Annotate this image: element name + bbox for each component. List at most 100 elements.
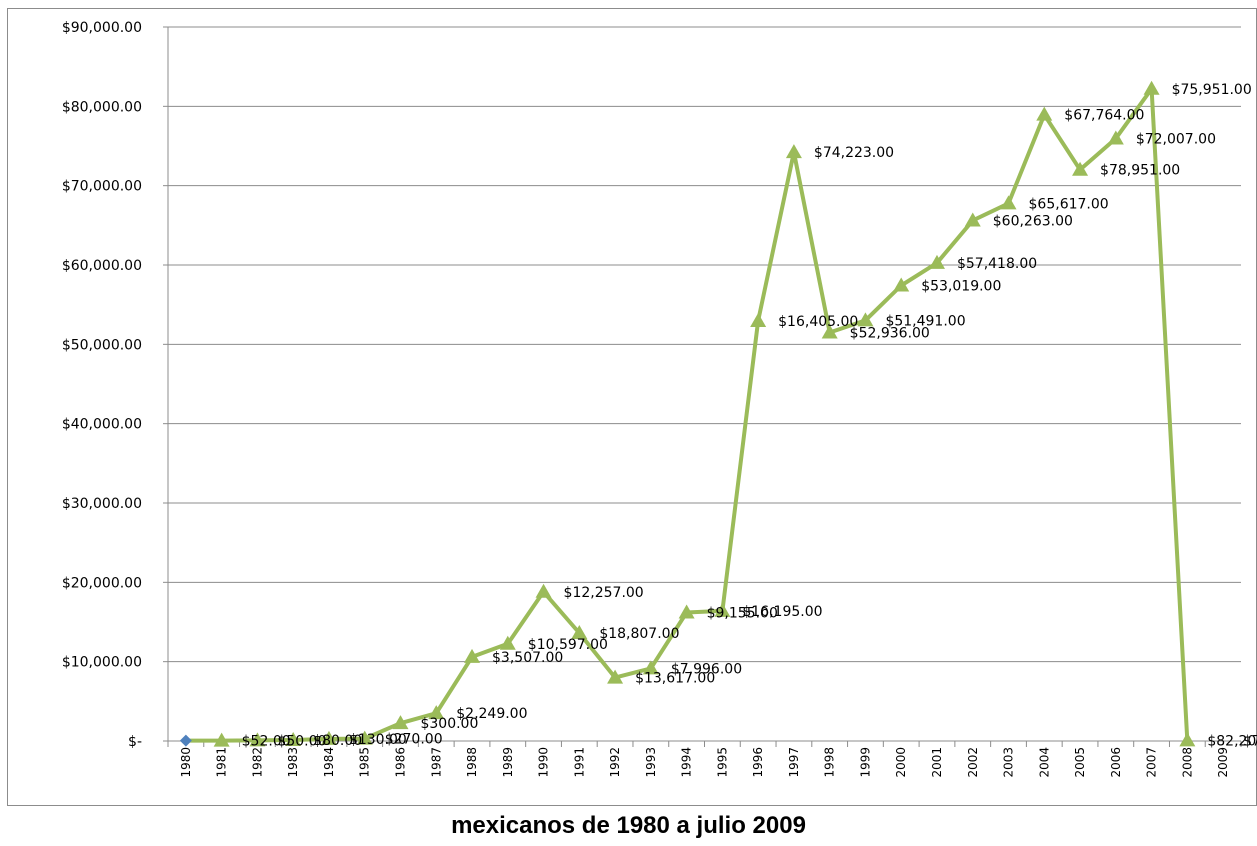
y-tick-label: $30,000.00 [62,496,142,512]
data-point-marker [678,604,695,619]
data-point-marker [893,277,910,292]
y-tick-label: $70,000.00 [62,179,142,195]
x-tick-label: 2006 [1109,747,1123,778]
data-label: $75,951.00 [1172,82,1252,98]
x-tick-label: 1983 [286,747,300,778]
data-point-marker [607,669,624,684]
x-tick-label: 1991 [572,747,586,778]
data-point-marker [750,313,767,328]
x-tick-label: 1980 [179,747,193,778]
data-label: $270.00 [385,732,443,748]
x-tick-label: 1994 [680,747,694,778]
data-label: $10,597.00 [528,637,608,653]
data-point-marker [428,705,445,720]
data-label: $7,996.00 [671,661,742,677]
x-tick-label: 1998 [823,747,837,778]
x-tick-label: 1984 [322,747,336,778]
data-label: $130.00 [349,732,407,748]
data-label: $16,195.00 [742,604,822,620]
data-label: $53,019.00 [921,278,1001,294]
x-tick-label: 1987 [429,747,443,778]
line-chart: $- $10,000.00 $20,000.00 $30,000.00 $40,000.… [62,20,1257,778]
y-tick-label: $60,000.00 [62,258,142,274]
x-tick-label: 2002 [966,747,980,778]
x-tick-label: 1985 [358,747,372,778]
x-tick-label: 2005 [1073,747,1087,778]
y-tick-label: $80,000.00 [62,99,142,115]
data-label: $72,007.00 [1136,131,1216,147]
data-point-marker [1179,732,1196,747]
data-label: $67,764.00 [1064,108,1144,124]
data-point-marker [464,648,481,663]
data-point-marker [642,660,659,675]
x-tick-label: 1988 [465,747,479,778]
data-point-marker [320,730,337,745]
x-tick-label: 1996 [751,747,765,778]
data-point-marker [857,312,874,327]
data-label: $52,936.00 [850,326,930,342]
data-label: $18,807.00 [599,626,679,642]
x-tick-label: 2004 [1037,747,1051,778]
x-tick-label: 2003 [1002,747,1016,778]
data-point-marker [1072,161,1089,176]
x-tick-label: 1981 [215,747,229,778]
chart-caption: mexicanos de 1980 a julio 2009 [451,812,806,839]
x-tick-label: 1990 [537,747,551,778]
data-label: $82,209.00 [1207,733,1257,749]
data-point-marker [571,624,588,639]
series-line [185,86,1190,743]
data-point-marker [1036,106,1053,121]
data-point-marker [928,254,945,269]
data-point-marker [1000,195,1017,210]
data-label: $300.00 [420,716,478,732]
data-label: $51,491.00 [885,313,965,329]
y-tick-label: $10,000.00 [62,655,142,671]
x-tick-label: 1995 [715,747,729,778]
data-label: $12,257.00 [564,585,644,601]
data-label: $16,405.00 [778,314,858,330]
y-tick-label: $40,000.00 [62,417,142,433]
x-tick-label: 2001 [930,747,944,778]
y-tick-label: $90,000.00 [62,20,142,36]
y-tick-label: $- [128,734,142,750]
x-tick-label: 2007 [1145,747,1159,778]
data-point-marker [714,602,731,617]
data-point-marker [356,730,373,745]
data-label: $72, [1243,733,1257,749]
data-label: $65,617.00 [1029,196,1109,212]
x-tick-label: 1982 [250,747,264,778]
data-point-marker [213,732,230,747]
data-label: $74,223.00 [814,145,894,161]
data-label: $80.00 [313,733,362,749]
data-point-marker [1143,80,1160,95]
x-tick-label: 1993 [644,747,658,778]
data-point-marker [179,734,192,747]
x-tick-label: 1999 [858,747,872,778]
y-tick-label: $50,000.00 [62,337,142,353]
data-label: $2,249.00 [456,706,527,722]
data-label: $52.00 [242,734,291,750]
data-point-marker [499,635,516,650]
data-point-marker [1107,130,1124,145]
x-tick-label: 2000 [894,747,908,778]
data-label: $3,507.00 [492,650,563,666]
data-point-marker [535,583,552,598]
data-label: $50.00 [277,733,326,749]
data-label: $57,418.00 [957,256,1037,272]
x-tick-label: 1989 [501,747,515,778]
data-point-marker [249,732,266,747]
data-point-marker [821,324,838,339]
data-point-marker [285,731,302,746]
x-tick-label: 1986 [393,747,407,778]
x-tick-label: 1992 [608,747,622,778]
x-tick-label: 2008 [1180,747,1194,778]
data-point-marker [392,715,409,730]
x-tick-label: 2009 [1216,747,1230,778]
data-label: $13,617.00 [635,671,715,687]
y-tick-label: $20,000.00 [62,575,142,591]
data-point-marker [785,144,802,159]
x-tick-label: 1997 [787,747,801,778]
data-label: $78,951.00 [1100,163,1180,179]
data-label: $60,263.00 [993,213,1073,229]
data-label: $9,155.00 [707,606,778,622]
